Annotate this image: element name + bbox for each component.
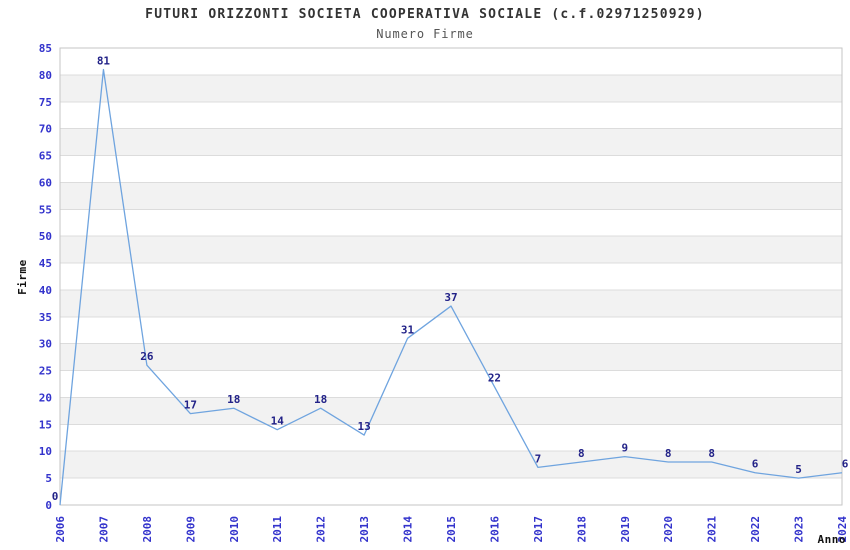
data-label: 17 xyxy=(184,399,197,412)
x-axis-title: Anno xyxy=(818,533,847,546)
x-tick-label: 2021 xyxy=(706,516,719,543)
y-tick-label: 70 xyxy=(39,123,52,136)
x-axis-ticks: 2006 2007 2008 2009 2010 2011 2012 2013 2014 2015… xyxy=(54,516,849,543)
series-line xyxy=(59,68,843,506)
bands-layer xyxy=(60,74,842,479)
data-label: 14 xyxy=(271,415,285,428)
x-tick-label: 2013 xyxy=(358,516,371,543)
x-tick-label: 2020 xyxy=(662,516,675,543)
y-tick-label: 35 xyxy=(39,311,52,324)
y-tick-label: 80 xyxy=(39,69,52,82)
x-tick-label: 2018 xyxy=(575,516,588,543)
data-labels-layer: 0 81 26 17 18 14 18 13 31 37 22 7 8 9 8 8 6 5 6 xyxy=(52,55,849,503)
plot-border xyxy=(59,47,843,506)
grid-band xyxy=(60,236,842,264)
x-tick-label: 2012 xyxy=(315,516,328,543)
y-tick-label: 50 xyxy=(39,230,52,243)
data-label: 13 xyxy=(357,420,370,433)
y-tick-label: 40 xyxy=(39,284,52,297)
y-tick-label: 65 xyxy=(39,150,52,163)
x-tick-label: 2022 xyxy=(749,516,762,543)
y-tick-label: 55 xyxy=(39,203,52,216)
y-tick-label: 0 xyxy=(45,499,52,512)
x-tick-label: 2016 xyxy=(488,516,501,543)
x-tick-label: 2017 xyxy=(532,516,545,543)
x-tick-label: 2015 xyxy=(445,516,458,543)
data-label: 5 xyxy=(795,463,802,476)
data-label: 18 xyxy=(227,393,240,406)
data-label: 8 xyxy=(665,447,672,460)
data-label: 6 xyxy=(752,458,759,471)
x-tick-label: 2014 xyxy=(402,516,415,543)
x-tick-label: 2023 xyxy=(793,516,806,543)
grid-layer xyxy=(60,74,842,479)
data-label: 8 xyxy=(708,447,715,460)
x-tick-label: 2009 xyxy=(184,516,197,543)
data-label: 7 xyxy=(535,452,542,465)
grid-band xyxy=(60,343,842,371)
data-label: 6 xyxy=(842,458,849,471)
data-label: 81 xyxy=(97,55,111,68)
y-tick-label: 60 xyxy=(39,176,52,189)
grid-band xyxy=(60,289,842,317)
x-tick-label: 2011 xyxy=(271,516,284,543)
chart-subtitle: Numero Firme xyxy=(376,27,474,41)
chart-title: FUTURI ORIZZONTI SOCIETA COOPERATIVA SOC… xyxy=(145,7,705,22)
y-axis-ticks: 0 5 10 15 20 25 30 35 40 45 50 55 60 65 70 75 80 85 xyxy=(39,42,52,512)
grid-band xyxy=(60,397,842,425)
data-label: 9 xyxy=(621,442,628,455)
data-label: 8 xyxy=(578,447,585,460)
y-tick-label: 25 xyxy=(39,365,52,378)
y-tick-label: 30 xyxy=(39,338,52,351)
series-layer xyxy=(59,68,843,506)
grid-band xyxy=(60,451,842,479)
data-label: 0 xyxy=(52,490,59,503)
y-tick-label: 45 xyxy=(39,257,52,270)
x-tick-label: 2019 xyxy=(619,516,632,543)
x-tick-label: 2006 xyxy=(54,516,67,543)
y-tick-label: 85 xyxy=(39,42,52,55)
y-tick-label: 75 xyxy=(39,96,52,109)
y-tick-label: 15 xyxy=(39,418,52,431)
grid-band xyxy=(60,74,842,102)
y-axis-title: Firme xyxy=(16,259,29,295)
data-label: 37 xyxy=(444,291,457,304)
data-label: 18 xyxy=(314,393,327,406)
y-tick-label: 10 xyxy=(39,445,52,458)
x-tick-label: 2008 xyxy=(141,516,154,543)
data-label: 26 xyxy=(140,350,154,363)
x-tick-label: 2007 xyxy=(97,516,110,543)
data-label: 22 xyxy=(488,372,501,385)
y-tick-label: 5 xyxy=(45,472,52,485)
data-label: 31 xyxy=(401,323,415,336)
grid-band xyxy=(60,128,842,156)
plot-border-layer xyxy=(59,47,843,506)
x-tick-label: 2010 xyxy=(228,516,241,543)
x-tick-label: 2024 xyxy=(836,516,849,543)
y-tick-label: 20 xyxy=(39,391,52,404)
grid-band xyxy=(60,182,842,210)
